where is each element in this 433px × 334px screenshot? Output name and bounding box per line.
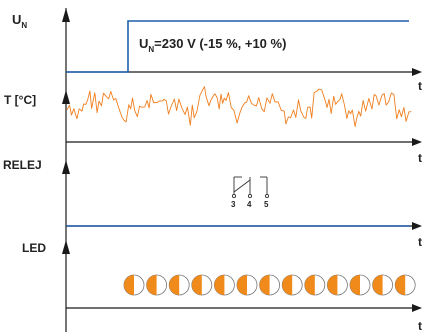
y-axis-arrow-temp: [62, 90, 70, 104]
y-axis-arrow-relay: [62, 160, 70, 174]
relay-contact-symbol: [231, 176, 270, 199]
led-indicator: [394, 274, 416, 296]
time-label-relay: t: [418, 235, 422, 249]
led-label: LED: [22, 241, 46, 255]
led-indicator: [123, 274, 145, 296]
temperature-label: T [°C]: [4, 93, 36, 107]
led-indicator: [191, 274, 213, 296]
time-label-temp: t: [418, 151, 422, 165]
led-indicator: [281, 274, 303, 296]
led-indicator: [349, 274, 371, 296]
led-indicator: [326, 274, 348, 296]
relay-contact-5: 5: [264, 200, 269, 209]
y-axis-arrow-top: [62, 8, 70, 22]
led-indicator: [372, 274, 394, 296]
led-indicator: [168, 274, 190, 296]
led-indicator: [236, 274, 258, 296]
relay-contact-4: 4: [247, 200, 252, 209]
supply-voltage-label: UN: [12, 12, 27, 30]
led-indicator: [304, 274, 326, 296]
led-indicator: [146, 274, 168, 296]
time-label-led: t: [418, 319, 422, 333]
supply-voltage-annotation: UN=230 V (-15 %, +10 %): [139, 36, 286, 54]
led-indicator-row: [123, 274, 416, 296]
supply-voltage-signal: [66, 20, 409, 73]
time-label-supply: t: [418, 79, 422, 93]
relay-label: RELEJ: [3, 158, 42, 172]
led-indicator: [213, 274, 235, 296]
temperature-signal: [66, 86, 412, 127]
y-axis-arrow-led: [62, 240, 70, 254]
relay-contact-3: 3: [231, 200, 236, 209]
led-indicator: [259, 274, 281, 296]
